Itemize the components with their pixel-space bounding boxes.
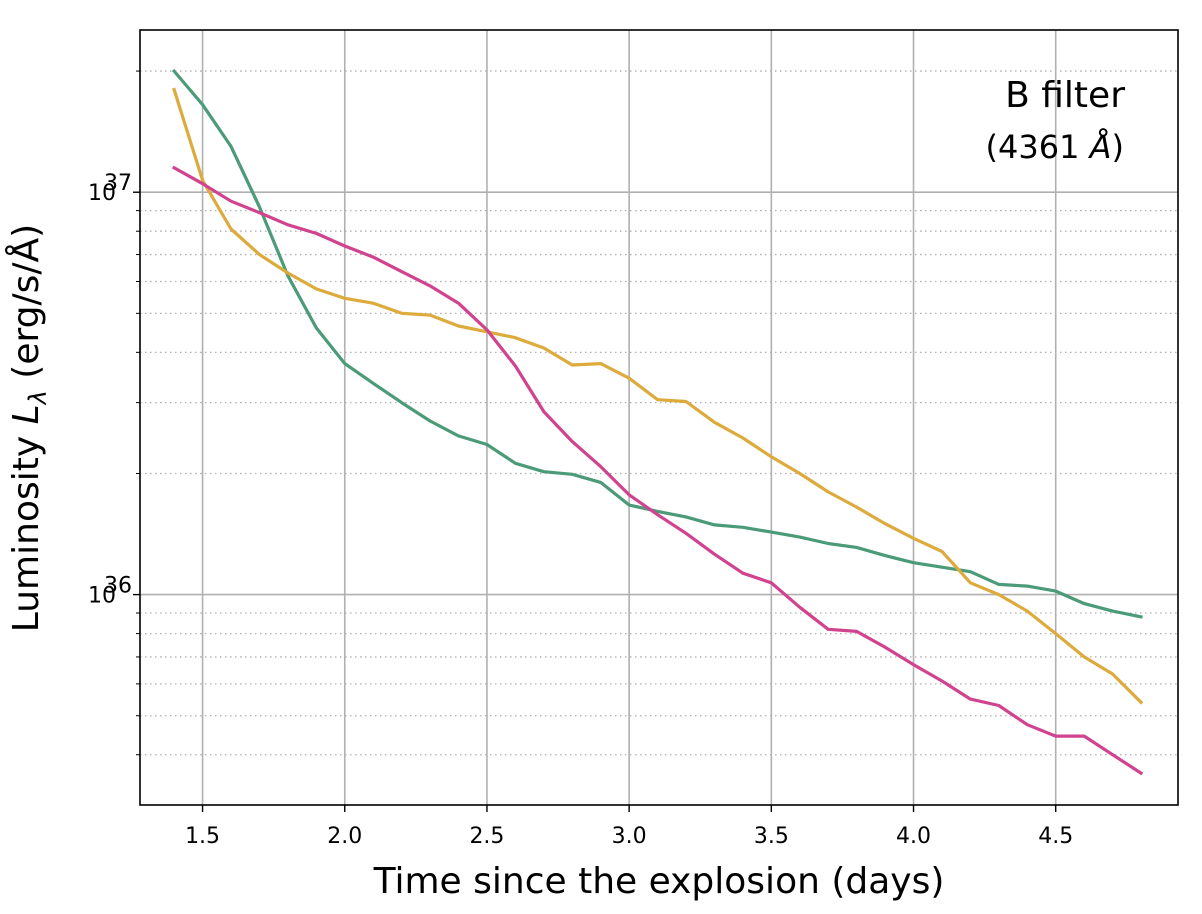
wavelength-annotation-suffix: ): [1112, 128, 1124, 166]
x-tick-label: 3.0: [612, 824, 647, 849]
y-axis-label-subscript: λ: [24, 390, 52, 406]
y-tick-base: 10: [88, 181, 116, 206]
x-tick-label: 1.5: [185, 824, 220, 849]
y-tick-label: 10: [88, 181, 116, 206]
y-tick-exponent: 37: [104, 171, 132, 196]
x-axis-label: Time since the explosion (days): [373, 861, 945, 902]
y-tick-base: 10: [88, 584, 116, 609]
x-tick-label: 2.5: [469, 824, 504, 849]
plot-frame: [139, 29, 1179, 806]
wavelength-annotation-prefix: (4361: [986, 128, 1090, 166]
x-tick-label: 4.5: [1038, 824, 1073, 849]
series-lines: [171, 68, 1144, 776]
y-tick-exponent: 36: [104, 574, 132, 599]
series-line-3: [171, 165, 1144, 776]
wavelength-annotation: (4361 Å): [986, 128, 1124, 166]
x-tick-label: 2.0: [327, 824, 362, 849]
y-axis-label-units: (erg/s/Å): [4, 224, 47, 390]
series-line-2: [172, 87, 1144, 705]
x-tick-label: 3.5: [754, 824, 789, 849]
series-line-1: [171, 68, 1143, 619]
grid: [140, 30, 1178, 805]
filter-annotation: B filter: [1005, 75, 1125, 116]
x-tick-label: 4.0: [896, 824, 931, 849]
y-axis-label: Luminosity Lλ (erg/s/Å): [4, 224, 52, 632]
y-tick-label: 10: [88, 584, 116, 609]
y-axis-label-symbol: L: [6, 404, 47, 424]
wavelength-annotation-unit: Å: [1088, 128, 1112, 166]
y-axis-label-prefix: Luminosity: [6, 424, 47, 632]
